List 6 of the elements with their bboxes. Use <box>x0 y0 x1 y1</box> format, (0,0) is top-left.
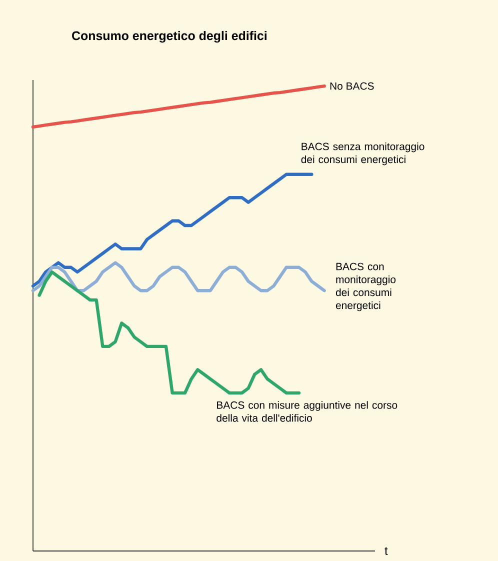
x-axis-title: t <box>384 547 388 555</box>
series-label: No BACS <box>330 82 374 90</box>
series-label: BACS con misure aggiuntive nel corso della vita dell'edificio <box>216 401 398 422</box>
series-label: BACS con monitoraggio dei consumi energetici <box>336 262 396 312</box>
series-label: BACS senza monitoraggio dei consumi energetici <box>301 142 424 166</box>
chart-title: Consumo energetico degli edifici <box>72 30 266 43</box>
